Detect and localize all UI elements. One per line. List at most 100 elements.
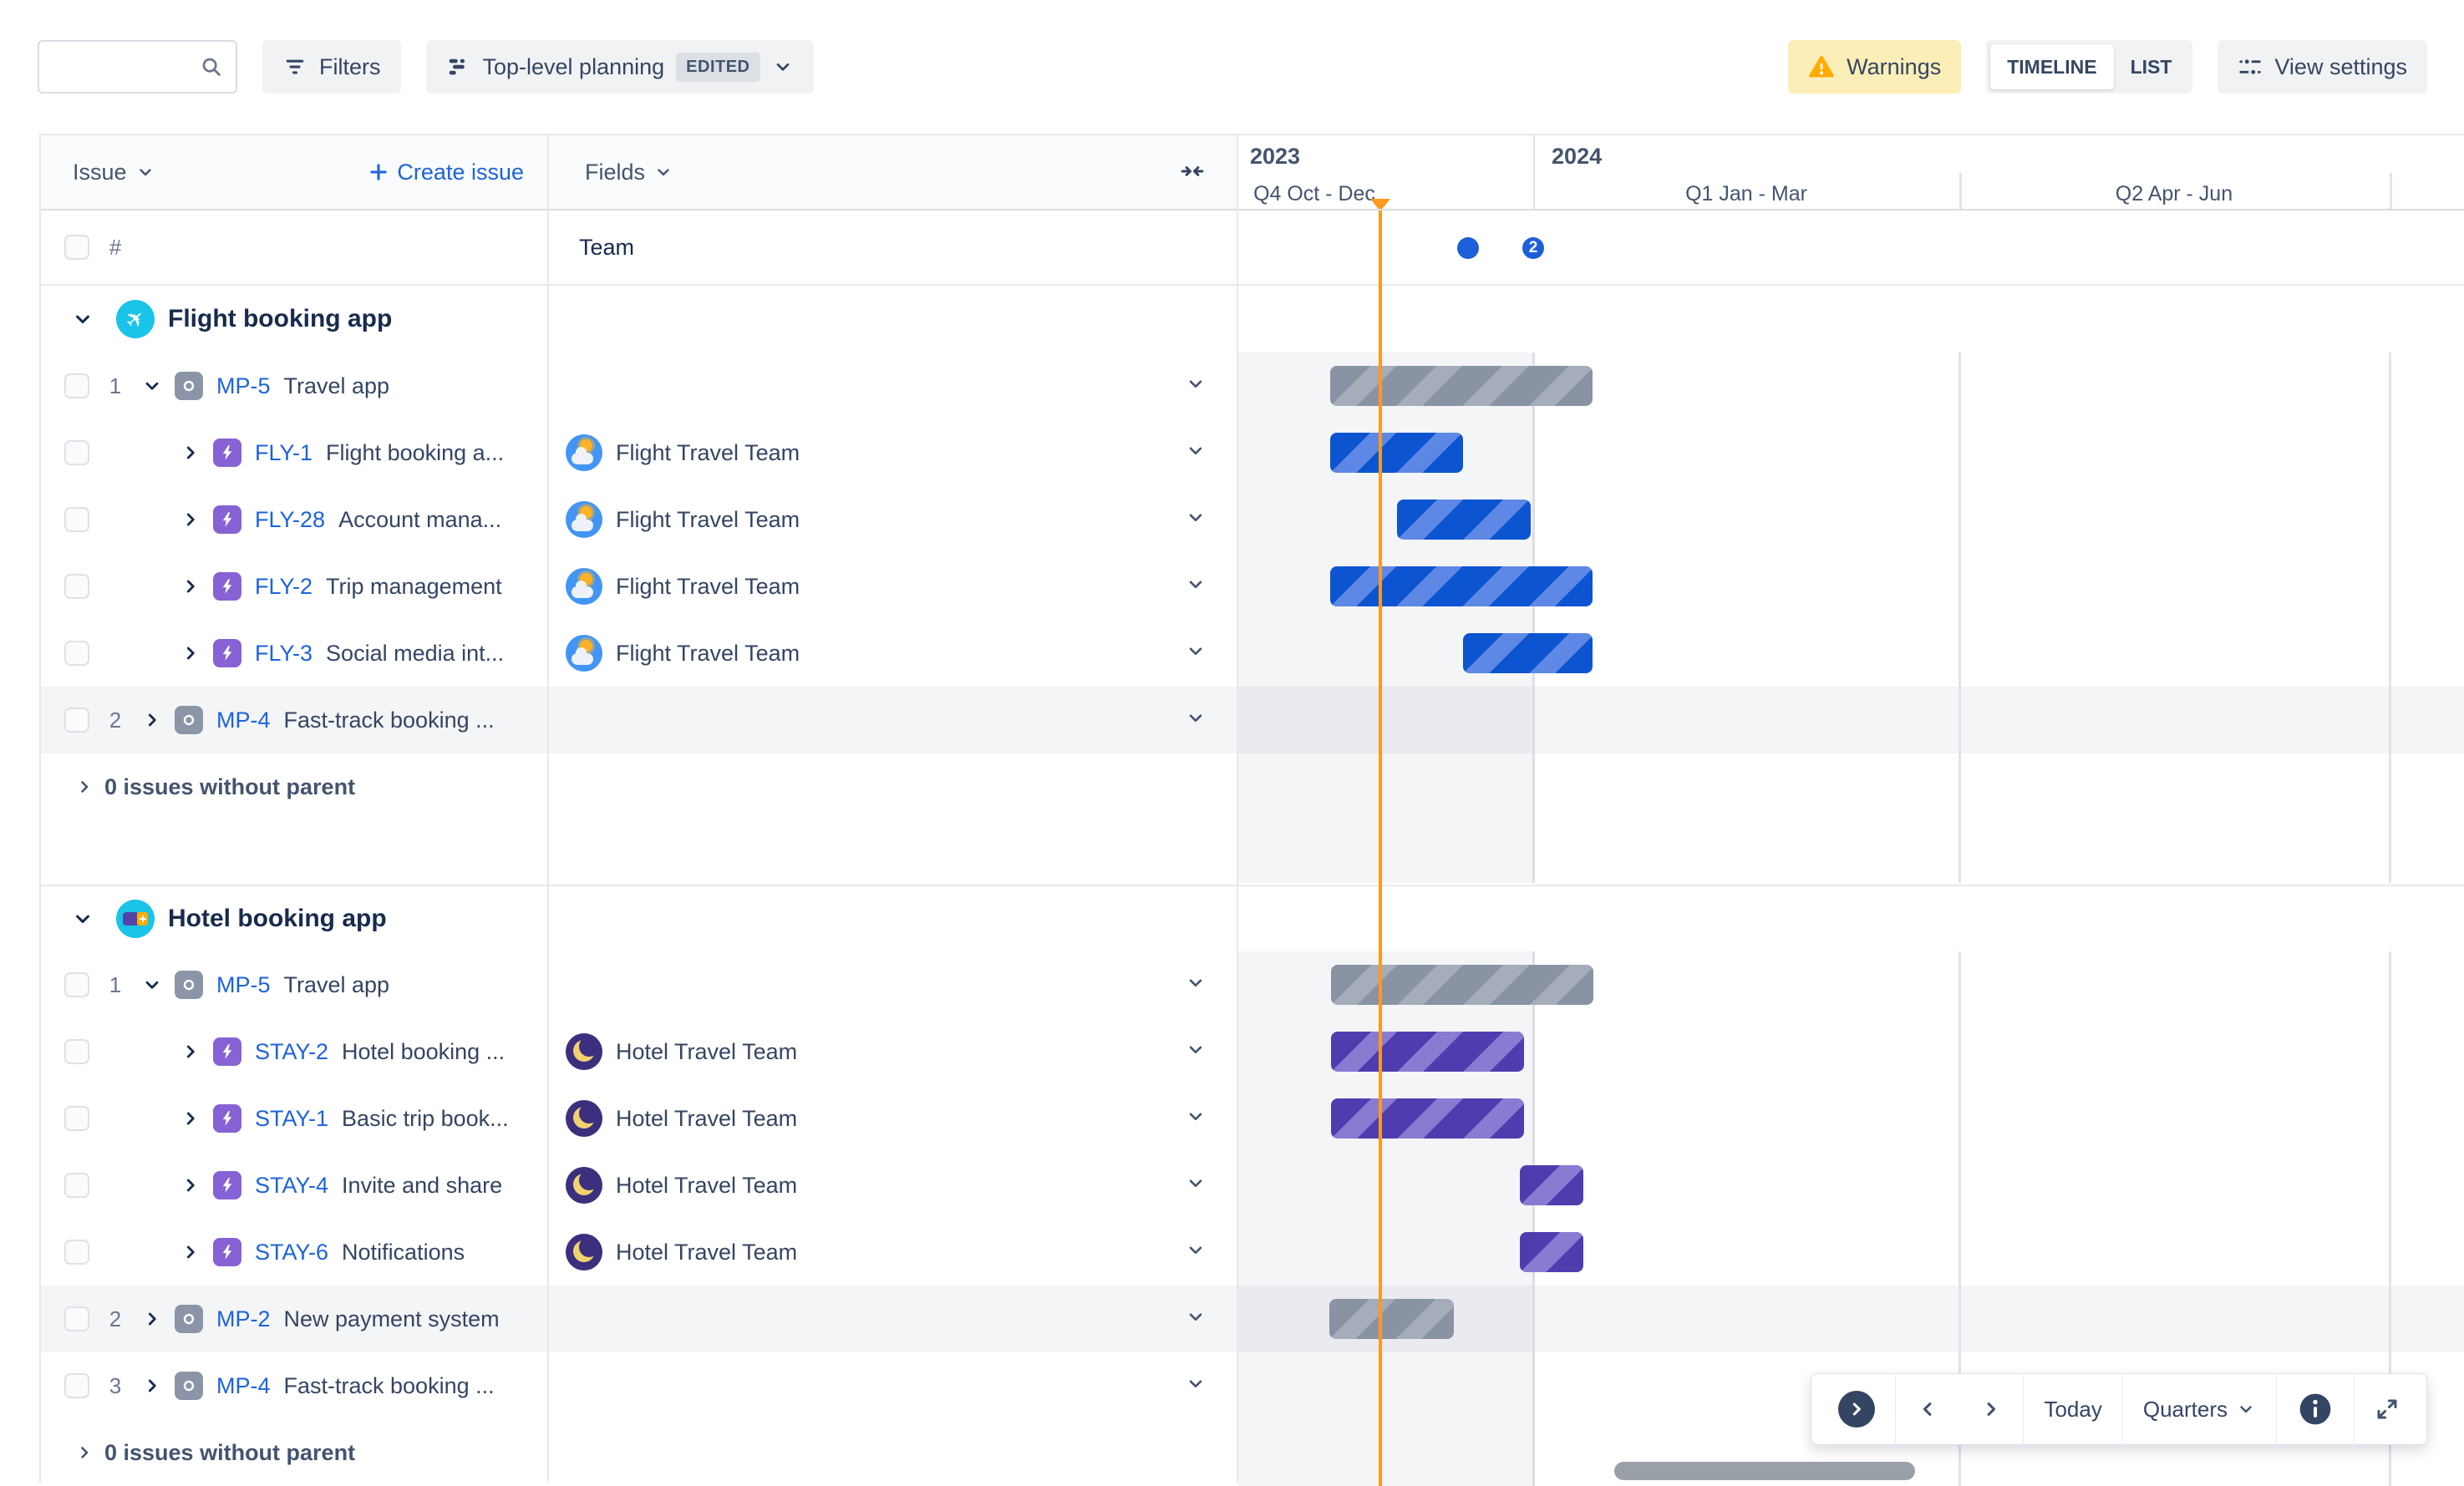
row-checkbox[interactable] [64,373,89,398]
issues-without-parent-chevron[interactable] [74,1443,94,1463]
scroll-left-button[interactable] [1896,1374,1959,1444]
issue-key-link[interactable]: MP-4 [216,1372,271,1398]
row-expand-chevron[interactable] [141,1308,163,1330]
tab-list[interactable]: LIST [2130,55,2172,78]
schedule-bar-STAY-2[interactable] [1331,1032,1524,1072]
schedule-bar-FLY-2[interactable] [1330,566,1593,606]
row-expand-chevron[interactable] [141,1375,163,1397]
row-expand-chevron[interactable] [141,375,163,397]
collapse-inward-icon [1180,159,1205,184]
field-chevron-down-icon[interactable] [1185,574,1207,600]
issue-summary: Hotel booking ... [342,1038,506,1064]
horizontal-scrollbar[interactable] [1613,1462,1915,1480]
row-checkbox[interactable] [64,1039,89,1064]
issues-without-parent-chevron[interactable] [74,777,94,797]
collapse-fields-button[interactable] [1180,159,1205,186]
row-expand-chevron[interactable] [141,974,163,996]
scroll-right-button[interactable] [1959,1374,2023,1444]
row-checkbox[interactable] [64,1106,89,1131]
fields-header-dropdown[interactable]: Fields [585,160,673,185]
row-expand-chevron[interactable] [180,509,201,530]
issue-key-link[interactable]: STAY-1 [255,1105,329,1131]
row-expand-chevron[interactable] [141,709,163,731]
cloud-icon [572,647,593,665]
row-expand-chevron[interactable] [180,642,201,664]
issue-cell: 1 MP-5 Travel app [41,352,549,419]
filters-button[interactable]: Filters [262,40,401,94]
field-chevron-down-icon[interactable] [1185,1306,1207,1332]
schedule-bar-STAY-4[interactable] [1519,1165,1583,1205]
row-checkbox[interactable] [64,574,89,599]
schedule-bar-FLY-1[interactable] [1330,433,1463,473]
row-expand-chevron[interactable] [180,1041,201,1063]
issue-key-link[interactable]: STAY-2 [255,1038,329,1064]
issue-key-link[interactable]: MP-5 [216,373,271,398]
schedule-bar-FLY-28[interactable] [1396,500,1531,540]
schedule-bar-STAY-6[interactable] [1519,1232,1583,1272]
issue-key-link[interactable]: FLY-2 [255,573,313,599]
row-expand-chevron[interactable] [180,1241,201,1263]
row-expand-chevron[interactable] [180,442,201,464]
field-chevron-down-icon[interactable] [1185,1373,1207,1399]
field-chevron-down-icon[interactable] [1185,707,1207,733]
chevron-left-icon [1916,1397,1939,1421]
tab-timeline[interactable]: TIMELINE [1990,44,2114,89]
field-chevron-down-icon[interactable] [1185,373,1207,399]
field-chevron-down-icon[interactable] [1185,1173,1207,1199]
field-chevron-down-icon[interactable] [1185,507,1207,533]
row-checkbox[interactable] [64,1240,89,1265]
row-expand-chevron[interactable] [180,1108,201,1129]
row-expand-chevron[interactable] [180,1174,201,1196]
schedule-bar-MP-5[interactable] [1330,366,1593,406]
issue-key-link[interactable]: MP-4 [216,707,271,733]
fields-timeline-divider[interactable] [1237,135,1238,1483]
warnings-button[interactable]: Warnings [1788,40,1962,94]
expand-sidebar-button[interactable] [1818,1374,1895,1444]
create-issue-button[interactable]: Create issue [362,159,529,186]
fullscreen-button[interactable] [2355,1374,2420,1444]
issue-summary: Basic trip book... [342,1105,509,1131]
row-checkbox[interactable] [64,1306,89,1331]
row-checkbox[interactable] [64,641,89,666]
row-checkbox[interactable] [64,1173,89,1198]
field-chevron-down-icon[interactable] [1185,641,1207,667]
field-chevron-down-icon[interactable] [1185,1039,1207,1065]
team-dot-indicator[interactable] [1456,237,1479,259]
plan-switcher-button[interactable]: Top-level planning EDITED [425,40,814,94]
schedule-bar-FLY-3[interactable] [1462,633,1593,673]
info-button[interactable] [2277,1374,2354,1444]
issue-key-link[interactable]: FLY-28 [255,506,326,532]
view-settings-button[interactable]: View settings [2218,40,2427,94]
issue-key-link[interactable]: FLY-3 [255,640,313,666]
issue-key-link[interactable]: STAY-6 [255,1239,329,1265]
row-checkbox[interactable] [64,507,89,532]
issue-row-STAY-6: STAY-6 Notifications Hotel Travel Team [41,1219,2464,1286]
today-button[interactable]: Today [2024,1374,2121,1444]
field-chevron-down-icon[interactable] [1185,1106,1207,1132]
section-collapse-chevron[interactable] [71,307,94,331]
issue-header-dropdown[interactable]: Issue [73,160,155,185]
issue-fields-divider[interactable] [547,135,549,1483]
schedule-bar-STAY-1[interactable] [1331,1098,1524,1139]
field-chevron-down-icon[interactable] [1185,440,1207,466]
schedule-bar-MP-2[interactable] [1329,1299,1454,1339]
row-expand-chevron[interactable] [180,576,201,597]
field-chevron-down-icon[interactable] [1185,1240,1207,1265]
search-box[interactable] [38,40,237,94]
issue-key-link[interactable]: FLY-1 [255,439,313,465]
issue-key-link[interactable]: STAY-4 [255,1172,329,1198]
team-count-badge[interactable]: 2 [1522,237,1544,259]
section-header-fields-cell [549,286,1238,352]
select-all-checkbox[interactable] [64,235,89,260]
row-checkbox[interactable] [64,440,89,465]
field-chevron-down-icon[interactable] [1185,972,1207,998]
search-input[interactable] [53,53,199,81]
row-checkbox[interactable] [64,972,89,997]
section-collapse-chevron[interactable] [71,907,94,931]
schedule-bar-MP-5[interactable] [1331,965,1594,1005]
row-checkbox[interactable] [64,1373,89,1398]
row-checkbox[interactable] [64,707,89,733]
issue-key-link[interactable]: MP-5 [216,971,271,997]
zoom-level-dropdown[interactable]: Quarters [2123,1374,2276,1444]
issue-key-link[interactable]: MP-2 [216,1306,271,1331]
